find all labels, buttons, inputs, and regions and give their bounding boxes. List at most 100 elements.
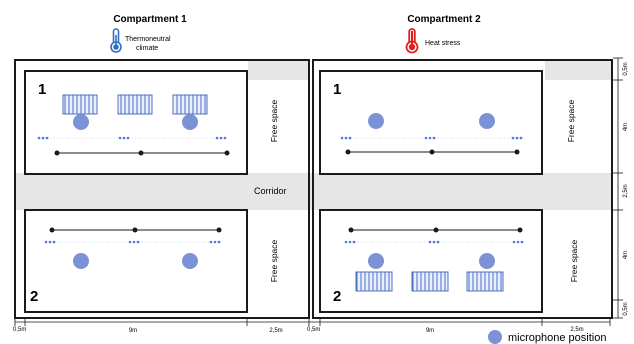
blue-dot [436, 240, 440, 244]
blue-dot [511, 136, 515, 140]
pen-2-2 [319, 209, 543, 313]
free-space-label-2-top: Free space [566, 99, 576, 142]
free-space-strip-top-2 [545, 60, 611, 80]
blue-dot [432, 136, 436, 140]
feeders [62, 94, 504, 292]
node [514, 149, 520, 155]
free-space-label-1-bottom: Free space [269, 239, 279, 282]
blue-dot [516, 240, 520, 244]
node [132, 227, 138, 233]
thermometer-red-icon [405, 28, 419, 54]
compartment-1-climate-line2: climate [136, 45, 158, 52]
microphones [73, 113, 495, 269]
blue-dot [219, 136, 223, 140]
blue-dot [37, 136, 41, 140]
pen-2-1 [319, 70, 543, 175]
feeder [466, 271, 504, 292]
blue-dot [122, 136, 126, 140]
feeder [62, 94, 98, 115]
blue-dot [512, 240, 516, 244]
node [224, 150, 230, 156]
dim-right-4: 0,5m [623, 302, 629, 315]
legend-microphone-marker [488, 330, 502, 344]
dim-right-2: 2,5m [623, 184, 629, 197]
blue-dot [215, 136, 219, 140]
pen-number-1-1: 1 [38, 81, 46, 98]
compartment-2-climate: Heat stress [425, 40, 461, 47]
feeder [172, 94, 208, 115]
node [348, 227, 354, 233]
dim-right-3: 4m [623, 251, 629, 259]
blue-dot [428, 136, 432, 140]
blue-dotted-lines [37, 136, 524, 244]
microphone-marker [479, 113, 495, 129]
blue-dot [136, 240, 140, 244]
microphone-marker [182, 114, 198, 130]
blue-dot [209, 240, 213, 244]
blue-dot [519, 136, 523, 140]
legend: microphone position [488, 330, 606, 344]
node [49, 227, 55, 233]
pen-number-2-2: 2 [333, 288, 341, 305]
dim-bottom-4: 9m [426, 328, 434, 334]
pen-1-1 [24, 70, 248, 175]
microphone-marker [182, 253, 198, 269]
dim-right-1: 4m [623, 123, 629, 131]
feeder [355, 271, 393, 292]
blue-dot [344, 136, 348, 140]
legend-label: microphone position [508, 332, 606, 344]
microphone-marker [73, 114, 89, 130]
free-space-label-1-top: Free space [269, 99, 279, 142]
blue-dot [118, 136, 122, 140]
microphone-marker [368, 253, 384, 269]
node [433, 227, 439, 233]
blue-dot [344, 240, 348, 244]
pen-1-2 [24, 209, 248, 313]
blue-dot [432, 240, 436, 244]
blue-dot [217, 240, 221, 244]
blue-dot [515, 136, 519, 140]
compartment-2-title: Compartment 2 [407, 14, 481, 25]
blue-dot [41, 136, 45, 140]
right-dimension: 0,5m 4m 2,5m 4m 0,5m [613, 57, 629, 319]
blue-dot [223, 136, 227, 140]
node [345, 149, 351, 155]
microphone-marker [479, 253, 495, 269]
node [54, 150, 60, 156]
blue-dot [52, 240, 56, 244]
compartment-1-title: Compartment 1 [113, 14, 187, 25]
blue-dot [520, 240, 524, 244]
compartment-1-wall [14, 59, 310, 319]
blue-dot [348, 136, 352, 140]
node [138, 150, 144, 156]
free-space-strip-top-1 [248, 60, 308, 80]
blue-dot [48, 240, 52, 244]
blue-dot [428, 240, 432, 244]
feeder [117, 94, 153, 115]
blue-dot [424, 136, 428, 140]
blue-dot [340, 136, 344, 140]
blue-dot [45, 136, 49, 140]
dim-bottom-3: 0,5m [307, 327, 320, 333]
free-space-label-2-bottom: Free space [569, 239, 579, 282]
microphone-marker [368, 113, 384, 129]
dim-bottom-1: 9m [129, 328, 137, 334]
thermometer-blue-icon [110, 28, 122, 53]
blue-dot [348, 240, 352, 244]
dim-bottom-0: 0,5m [13, 327, 26, 333]
dim-bottom-2: 2,5m [269, 328, 282, 334]
pen-number-2-1: 1 [333, 81, 341, 98]
dim-bottom-5: 2,5m [570, 327, 583, 333]
blue-dot [213, 240, 217, 244]
blue-dot [132, 240, 136, 244]
dim-right-0: 0,5m [623, 62, 629, 75]
black-node-lines [49, 149, 523, 233]
compartment-2-wall [312, 59, 613, 319]
blue-dot [44, 240, 48, 244]
blue-dot [352, 240, 356, 244]
node [517, 227, 523, 233]
microphone-marker [73, 253, 89, 269]
node [429, 149, 435, 155]
corridor-label: Corridor [254, 186, 287, 196]
